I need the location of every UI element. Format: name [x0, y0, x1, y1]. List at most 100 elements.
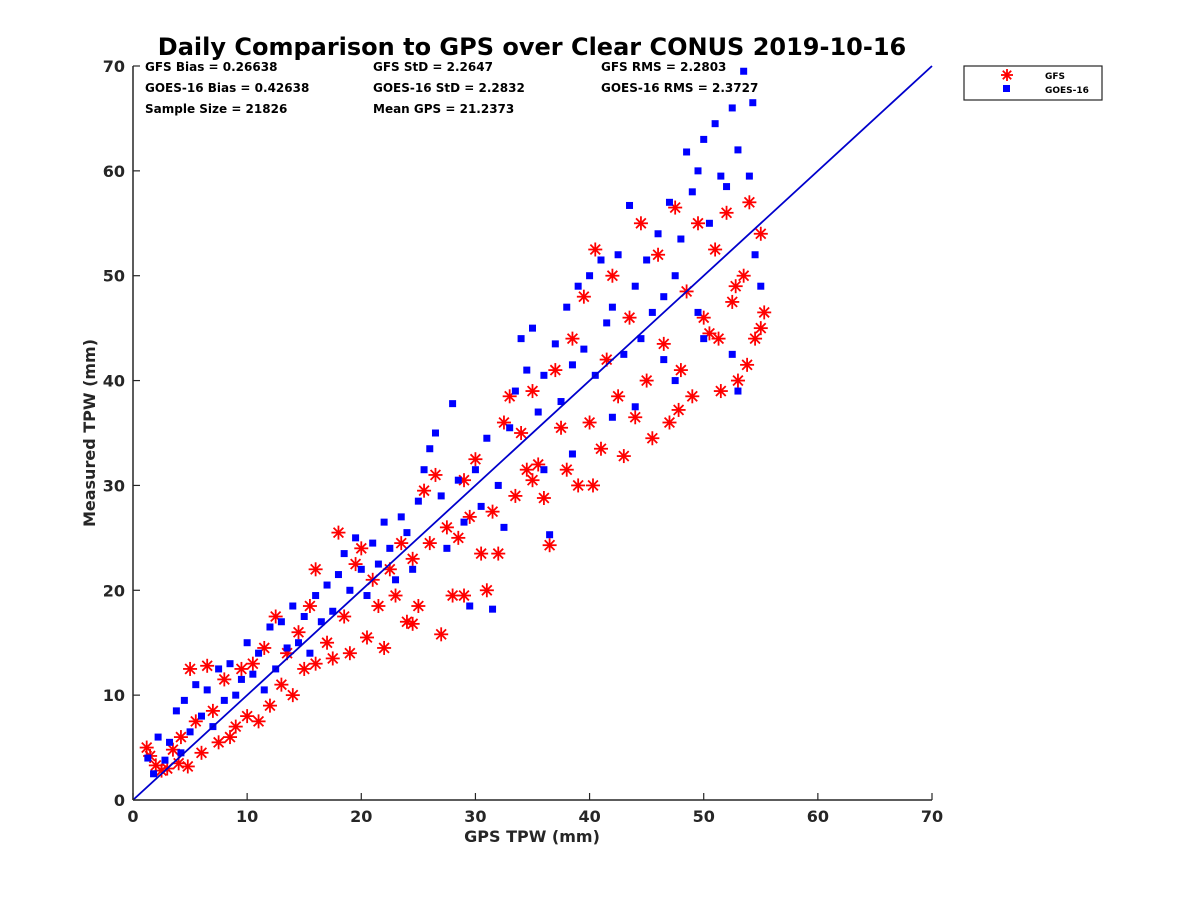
gfs-point [422, 536, 437, 551]
goes16-point [608, 413, 616, 421]
gfs-point [753, 321, 768, 336]
gfs-point [633, 216, 648, 231]
gfs-point [211, 735, 226, 750]
goes16-point [517, 335, 525, 343]
goes16-point [734, 387, 742, 395]
goes16-point [614, 251, 622, 259]
goes16-point [728, 104, 736, 112]
goes16-point [340, 550, 348, 558]
y-tick-label: 60 [103, 162, 125, 181]
gfs-point [371, 599, 386, 614]
stat-goes-rms: GOES-16 RMS = 2.3727 [601, 81, 758, 95]
x-tick-label: 10 [236, 807, 258, 826]
series-goes16 [144, 67, 765, 778]
x-tick-label: 60 [807, 807, 829, 826]
one-to-one-line [132, 65, 933, 801]
goes16-point [694, 308, 702, 316]
gfs-point [536, 491, 551, 506]
gfs-point [725, 294, 740, 309]
gfs-point [671, 402, 686, 417]
gfs-point [180, 759, 195, 774]
goes16-point [346, 586, 354, 594]
goes16-point [586, 272, 594, 280]
goes16-point [671, 377, 679, 385]
stat-gfs-bias: GFS Bias = 0.26638 [145, 60, 277, 74]
goes16-point [232, 691, 240, 699]
goes16-point [392, 576, 400, 584]
gfs-point [417, 483, 432, 498]
gfs-point [685, 389, 700, 404]
goes16-point [557, 398, 565, 406]
goes16-point [603, 319, 611, 327]
x-tick-label: 30 [464, 807, 486, 826]
gfs-point [639, 373, 654, 388]
x-tick-label: 70 [921, 807, 943, 826]
legend-gfs-asterisk [1001, 69, 1013, 81]
goes16-point [306, 649, 314, 657]
goes16-point [597, 256, 605, 264]
gfs-point [434, 627, 449, 642]
stat-gfs-std: GFS StD = 2.2647 [373, 60, 493, 74]
goes16-point [177, 749, 185, 757]
gfs-point [713, 384, 728, 399]
goes16-point [574, 282, 582, 290]
goes16-point [723, 183, 731, 191]
goes16-point [489, 605, 497, 613]
goes16-point [374, 560, 382, 568]
goes16-point [757, 282, 765, 290]
goes16-point [700, 135, 708, 143]
goes16-point [334, 571, 342, 579]
legend-box [963, 65, 1103, 101]
gfs-point [474, 546, 489, 561]
goes16-point [500, 523, 508, 531]
goes16-point [540, 371, 548, 379]
goes16-point [166, 738, 174, 746]
gfs-point [708, 242, 723, 257]
goes16-point [683, 148, 691, 156]
goes16-point [608, 303, 616, 311]
goes16-point [631, 282, 639, 290]
x-tick-label: 20 [350, 807, 372, 826]
gfs-point [668, 200, 683, 215]
gfs-point [359, 630, 374, 645]
gfs-point [320, 635, 335, 650]
gfs-point [468, 452, 483, 467]
goes16-point [494, 481, 502, 489]
goes16-point [277, 618, 285, 626]
goes16-point [643, 256, 651, 264]
goes16-point [260, 686, 268, 694]
gfs-point [571, 478, 586, 493]
gfs-point [593, 441, 608, 456]
goes16-point [437, 492, 445, 500]
goes16-point [540, 466, 548, 474]
goes16-point [700, 335, 708, 343]
gfs-point [354, 541, 369, 556]
goes16-point [620, 350, 628, 358]
gfs-point [656, 336, 671, 351]
goes16-point [626, 201, 634, 209]
gfs-point [377, 640, 392, 655]
chart-title: Daily Comparison to GPS over Clear CONUS… [158, 33, 906, 61]
goes16-point [506, 424, 514, 432]
gfs-point [479, 583, 494, 598]
gfs-point [240, 709, 255, 724]
gfs-point [576, 289, 591, 304]
goes16-point [660, 356, 668, 364]
y-tick-label: 70 [103, 57, 125, 76]
gfs-point [542, 538, 557, 553]
gfs-point [342, 646, 357, 661]
gfs-point [173, 730, 188, 745]
gfs-point [628, 410, 643, 425]
goes16-point [534, 408, 542, 416]
goes16-point [694, 167, 702, 175]
goes16-point [414, 497, 422, 505]
goes16-point [363, 592, 371, 600]
gfs-point [565, 331, 580, 346]
goes16-point [215, 665, 223, 673]
gfs-point [428, 467, 443, 482]
y-tick-label: 40 [103, 372, 125, 391]
gfs-point [622, 310, 637, 325]
goes16-point [443, 544, 451, 552]
goes16-point [454, 476, 462, 484]
gfs-point [205, 703, 220, 718]
